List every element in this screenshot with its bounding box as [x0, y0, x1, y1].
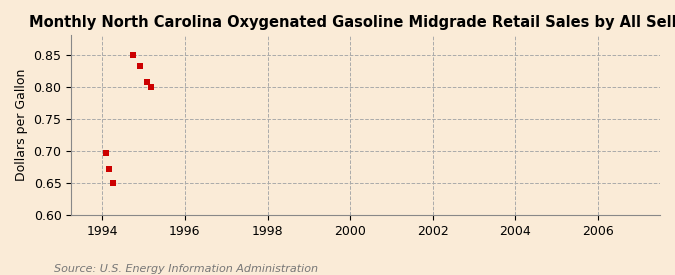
Text: Source: U.S. Energy Information Administration: Source: U.S. Energy Information Administ… — [54, 264, 318, 274]
Point — [107, 181, 118, 185]
Point — [142, 79, 153, 84]
Point — [135, 64, 146, 68]
Point — [145, 85, 156, 90]
Point — [104, 167, 115, 171]
Y-axis label: Dollars per Gallon: Dollars per Gallon — [15, 69, 28, 182]
Title: Monthly North Carolina Oxygenated Gasoline Midgrade Retail Sales by All Sellers: Monthly North Carolina Oxygenated Gasoli… — [29, 15, 675, 30]
Point — [100, 151, 111, 155]
Point — [128, 53, 138, 57]
